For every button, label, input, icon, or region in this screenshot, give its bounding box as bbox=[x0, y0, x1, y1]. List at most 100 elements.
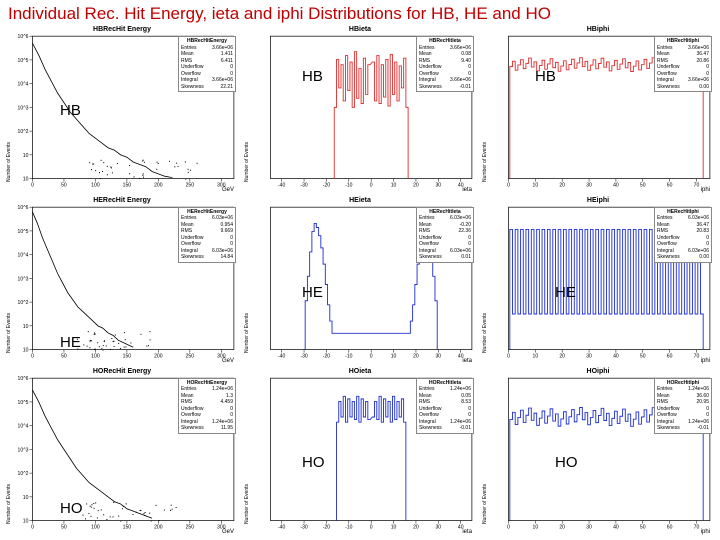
detector-label-HO: HO bbox=[555, 454, 578, 471]
panel-HE-iphi: 010203040506070HEiphiiphiNumber of Event… bbox=[480, 197, 716, 366]
plot-title: HOiphi bbox=[587, 368, 610, 375]
svg-text:250: 250 bbox=[186, 524, 195, 530]
svg-text:-30: -30 bbox=[300, 183, 308, 189]
plot-title: HBieta bbox=[349, 26, 371, 33]
y-axis-label: Number of Events bbox=[6, 313, 12, 353]
svg-text:200: 200 bbox=[154, 183, 163, 189]
y-axis-label: Number of Events bbox=[244, 142, 250, 182]
svg-text:30: 30 bbox=[435, 183, 441, 189]
detector-label-HE: HE bbox=[302, 284, 323, 301]
y-axis-label: Number of Events bbox=[244, 313, 250, 353]
svg-text:-20: -20 bbox=[323, 183, 331, 189]
svg-text:50: 50 bbox=[640, 183, 646, 189]
svg-text:70: 70 bbox=[694, 524, 700, 530]
svg-text:10^4: 10^4 bbox=[18, 82, 29, 88]
panel-HO-ieta: -40-30-20-10010203040HOietaietaNumber of… bbox=[242, 368, 478, 537]
svg-text:100: 100 bbox=[91, 524, 100, 530]
svg-text:30: 30 bbox=[586, 354, 592, 360]
svg-text:60: 60 bbox=[667, 354, 673, 360]
stats-box: HORecHitIetaEntries1.24e+06Mean0.05RMS8.… bbox=[416, 378, 474, 434]
stats-box: HERecHitEnergyEntries6.03e+06Mean0.954RM… bbox=[178, 207, 236, 263]
x-axis-label: ieta bbox=[462, 187, 472, 193]
svg-text:-20: -20 bbox=[323, 524, 331, 530]
x-axis-label: GeV bbox=[222, 358, 234, 364]
svg-text:10: 10 bbox=[391, 183, 397, 189]
stats-box: HORecHitEnergyEntries1.24e+06Mean1.3RMS4… bbox=[178, 378, 236, 434]
svg-text:10: 10 bbox=[23, 324, 29, 330]
svg-text:-30: -30 bbox=[300, 354, 308, 360]
plot-title: HOieta bbox=[349, 368, 372, 375]
x-axis-label: GeV bbox=[222, 529, 234, 535]
y-axis-label: Number of Events bbox=[482, 313, 488, 353]
svg-text:0: 0 bbox=[370, 183, 373, 189]
svg-text:10^5: 10^5 bbox=[18, 58, 29, 64]
y-axis-label: Number of Events bbox=[244, 484, 250, 524]
svg-text:0: 0 bbox=[31, 354, 34, 360]
svg-text:200: 200 bbox=[154, 524, 163, 530]
svg-text:10: 10 bbox=[23, 347, 29, 353]
svg-text:20: 20 bbox=[559, 354, 565, 360]
svg-text:-20: -20 bbox=[323, 354, 331, 360]
svg-text:-10: -10 bbox=[345, 183, 353, 189]
svg-text:250: 250 bbox=[186, 183, 195, 189]
svg-text:-40: -40 bbox=[278, 354, 286, 360]
svg-text:10: 10 bbox=[391, 354, 397, 360]
plot-title: HEiphi bbox=[587, 197, 609, 204]
svg-text:30: 30 bbox=[435, 524, 441, 530]
svg-text:60: 60 bbox=[667, 524, 673, 530]
svg-text:-30: -30 bbox=[300, 524, 308, 530]
svg-text:50: 50 bbox=[61, 524, 67, 530]
plot-grid: 101010^210^310^410^510^60501001502002503… bbox=[0, 26, 720, 536]
panel-HB-iphi: 010203040506070HBiphiiphiNumber of Event… bbox=[480, 26, 716, 195]
y-axis-label: Number of Events bbox=[482, 484, 488, 524]
detector-label-HB: HB bbox=[302, 68, 323, 85]
svg-text:-40: -40 bbox=[278, 183, 286, 189]
svg-text:150: 150 bbox=[123, 183, 132, 189]
svg-text:20: 20 bbox=[413, 183, 419, 189]
svg-text:10^2: 10^2 bbox=[18, 300, 29, 306]
plot-title: HORecHit Energy bbox=[93, 368, 151, 375]
svg-text:-40: -40 bbox=[278, 524, 286, 530]
plot-title: HERecHit Energy bbox=[93, 197, 151, 204]
detector-label-HO: HO bbox=[302, 454, 325, 471]
y-axis-label: Number of Events bbox=[6, 484, 12, 524]
svg-text:10: 10 bbox=[533, 524, 539, 530]
svg-text:20: 20 bbox=[559, 524, 565, 530]
svg-text:60: 60 bbox=[667, 183, 673, 189]
x-axis-label: ieta bbox=[462, 358, 472, 364]
svg-text:50: 50 bbox=[640, 354, 646, 360]
panel-HO-energy-log: 101010^210^310^410^510^60501001502002503… bbox=[4, 368, 240, 537]
svg-text:70: 70 bbox=[694, 183, 700, 189]
svg-text:10^6: 10^6 bbox=[18, 205, 29, 211]
detector-label-HE: HE bbox=[555, 284, 576, 301]
svg-text:30: 30 bbox=[586, 183, 592, 189]
panel-HE-ieta: -40-30-20-10010203040HEietaietaNumber of… bbox=[242, 197, 478, 366]
svg-text:10^2: 10^2 bbox=[18, 129, 29, 135]
x-axis-label: iphi bbox=[701, 187, 710, 193]
svg-text:0: 0 bbox=[507, 183, 510, 189]
svg-text:100: 100 bbox=[91, 354, 100, 360]
svg-text:10^6: 10^6 bbox=[18, 376, 29, 382]
panel-HB-energy-log: 101010^210^310^410^510^60501001502002503… bbox=[4, 26, 240, 195]
plot-title: HBiphi bbox=[587, 26, 610, 33]
y-axis-label: Number of Events bbox=[482, 142, 488, 182]
svg-text:10: 10 bbox=[533, 354, 539, 360]
svg-text:10: 10 bbox=[23, 518, 29, 524]
stats-box: HERecHitIetaEntries6.03e+06Mean-0.20RMS2… bbox=[416, 207, 474, 263]
svg-text:200: 200 bbox=[154, 354, 163, 360]
svg-text:20: 20 bbox=[559, 183, 565, 189]
svg-text:150: 150 bbox=[123, 354, 132, 360]
svg-text:40: 40 bbox=[613, 183, 619, 189]
svg-text:-10: -10 bbox=[345, 524, 353, 530]
stats-box: HBRecHitEnergyEntries3.66e+06Mean1.411RM… bbox=[178, 36, 236, 92]
plot-title: HBRecHit Energy bbox=[93, 26, 151, 33]
svg-text:0: 0 bbox=[370, 524, 373, 530]
x-axis-label: iphi bbox=[701, 358, 710, 364]
svg-text:100: 100 bbox=[91, 183, 100, 189]
detector-label-HO: HO bbox=[60, 500, 83, 517]
svg-text:10: 10 bbox=[391, 524, 397, 530]
panel-HB-ieta: -40-30-20-10010203040HBietaietaNumber of… bbox=[242, 26, 478, 195]
stats-box: HBRecHitIetaEntries3.66e+06Mean0.08RMS9.… bbox=[416, 36, 474, 92]
svg-text:10^5: 10^5 bbox=[18, 400, 29, 406]
svg-text:150: 150 bbox=[123, 524, 132, 530]
